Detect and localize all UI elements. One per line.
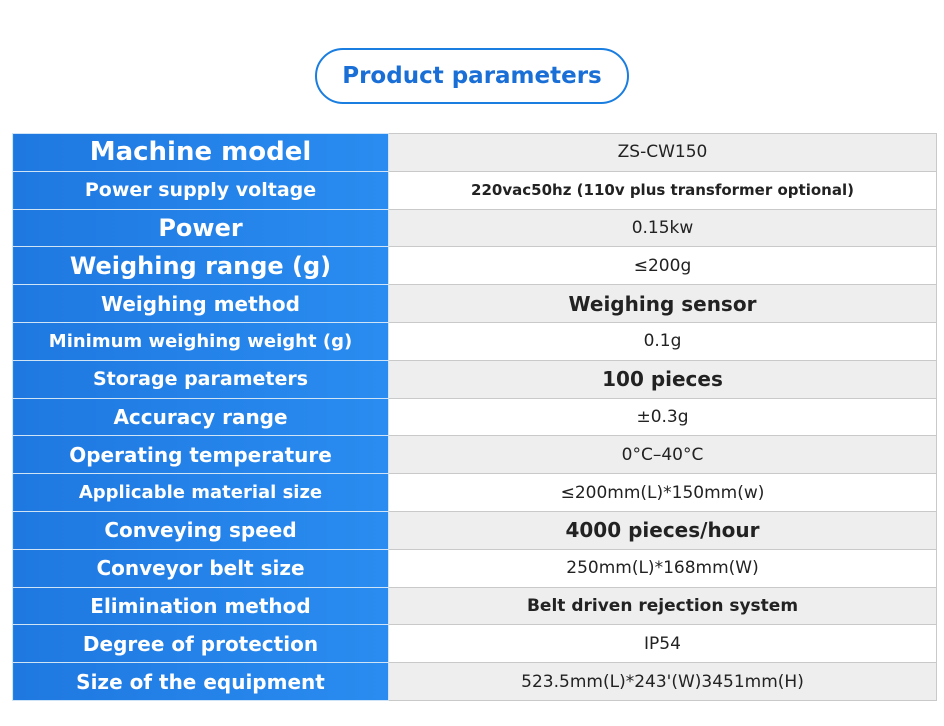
table-row: Storage parameters 100 pieces [12,359,937,399]
parameter-value: 250mm(L)*168mm(W) [388,548,937,588]
parameter-name: Minimum weighing weight (g) [12,321,389,361]
parameter-value: ≤200mm(L)*150mm(w) [388,473,937,512]
parameter-name: Accuracy range [12,397,389,437]
table-row: Weighing range (g) ≤200g [12,246,937,286]
parameter-name: Elimination method [12,586,389,626]
parameter-value: ZS-CW150 [388,133,937,172]
parameter-value: 220vac50hz (110v plus transformer option… [388,170,937,210]
parameter-value: 0°C–40°C [388,435,937,475]
parameter-name: Degree of protection [12,624,389,664]
parameter-value: IP54 [388,624,937,664]
parameter-value: Belt driven rejection system [388,586,937,626]
table-row: Degree of protection IP54 [12,624,937,664]
parameter-value: 0.1g [388,321,937,361]
parameter-name: Weighing method [12,284,389,323]
parameter-name: Conveyor belt size [12,548,389,588]
parameter-name: Power [12,208,389,248]
table-row: Elimination method Belt driven rejection … [12,586,937,626]
parameter-name: Applicable material size [12,473,389,512]
parameter-value: 0.15kw [388,208,937,248]
parameter-value: ±0.3g [388,397,937,437]
table-row: Minimum weighing weight (g) 0.1g [12,321,937,361]
table-row: Machine model ZS-CW150 [12,133,937,172]
parameter-value: 100 pieces [388,359,937,399]
section-title: Product parameters [315,48,629,104]
table-row: Accuracy range ±0.3g [12,397,937,437]
parameter-value: 4000 pieces/hour [388,510,937,550]
parameter-name: Storage parameters [12,359,389,399]
parameter-value: Weighing sensor [388,284,937,323]
parameter-value: ≤200g [388,246,937,286]
parameter-name: Operating temperature [12,435,389,475]
table-row: Power 0.15kw [12,208,937,248]
parameter-name: Machine model [12,133,389,172]
table-row: Size of the equipment 523.5mm(L)*243'(W)3… [12,662,937,701]
table-row: Power supply voltage 220vac50hz (110v plu… [12,170,937,210]
parameter-name: Conveying speed [12,510,389,550]
parameter-name: Size of the equipment [12,662,389,701]
table-row: Conveying speed 4000 pieces/hour [12,510,937,550]
table-row: Applicable material size ≤200mm(L)*150mm(… [12,473,937,512]
parameter-name: Weighing range (g) [12,246,389,286]
table-row: Weighing method Weighing sensor [12,284,937,323]
table-row: Operating temperature 0°C–40°C [12,435,937,475]
parameter-value: 523.5mm(L)*243'(W)3451mm(H) [388,662,937,701]
parameter-name: Power supply voltage [12,170,389,210]
table-row: Conveyor belt size 250mm(L)*168mm(W) [12,548,937,588]
parameter-table: Machine model ZS-CW150 Power supply voltag… [12,133,937,701]
